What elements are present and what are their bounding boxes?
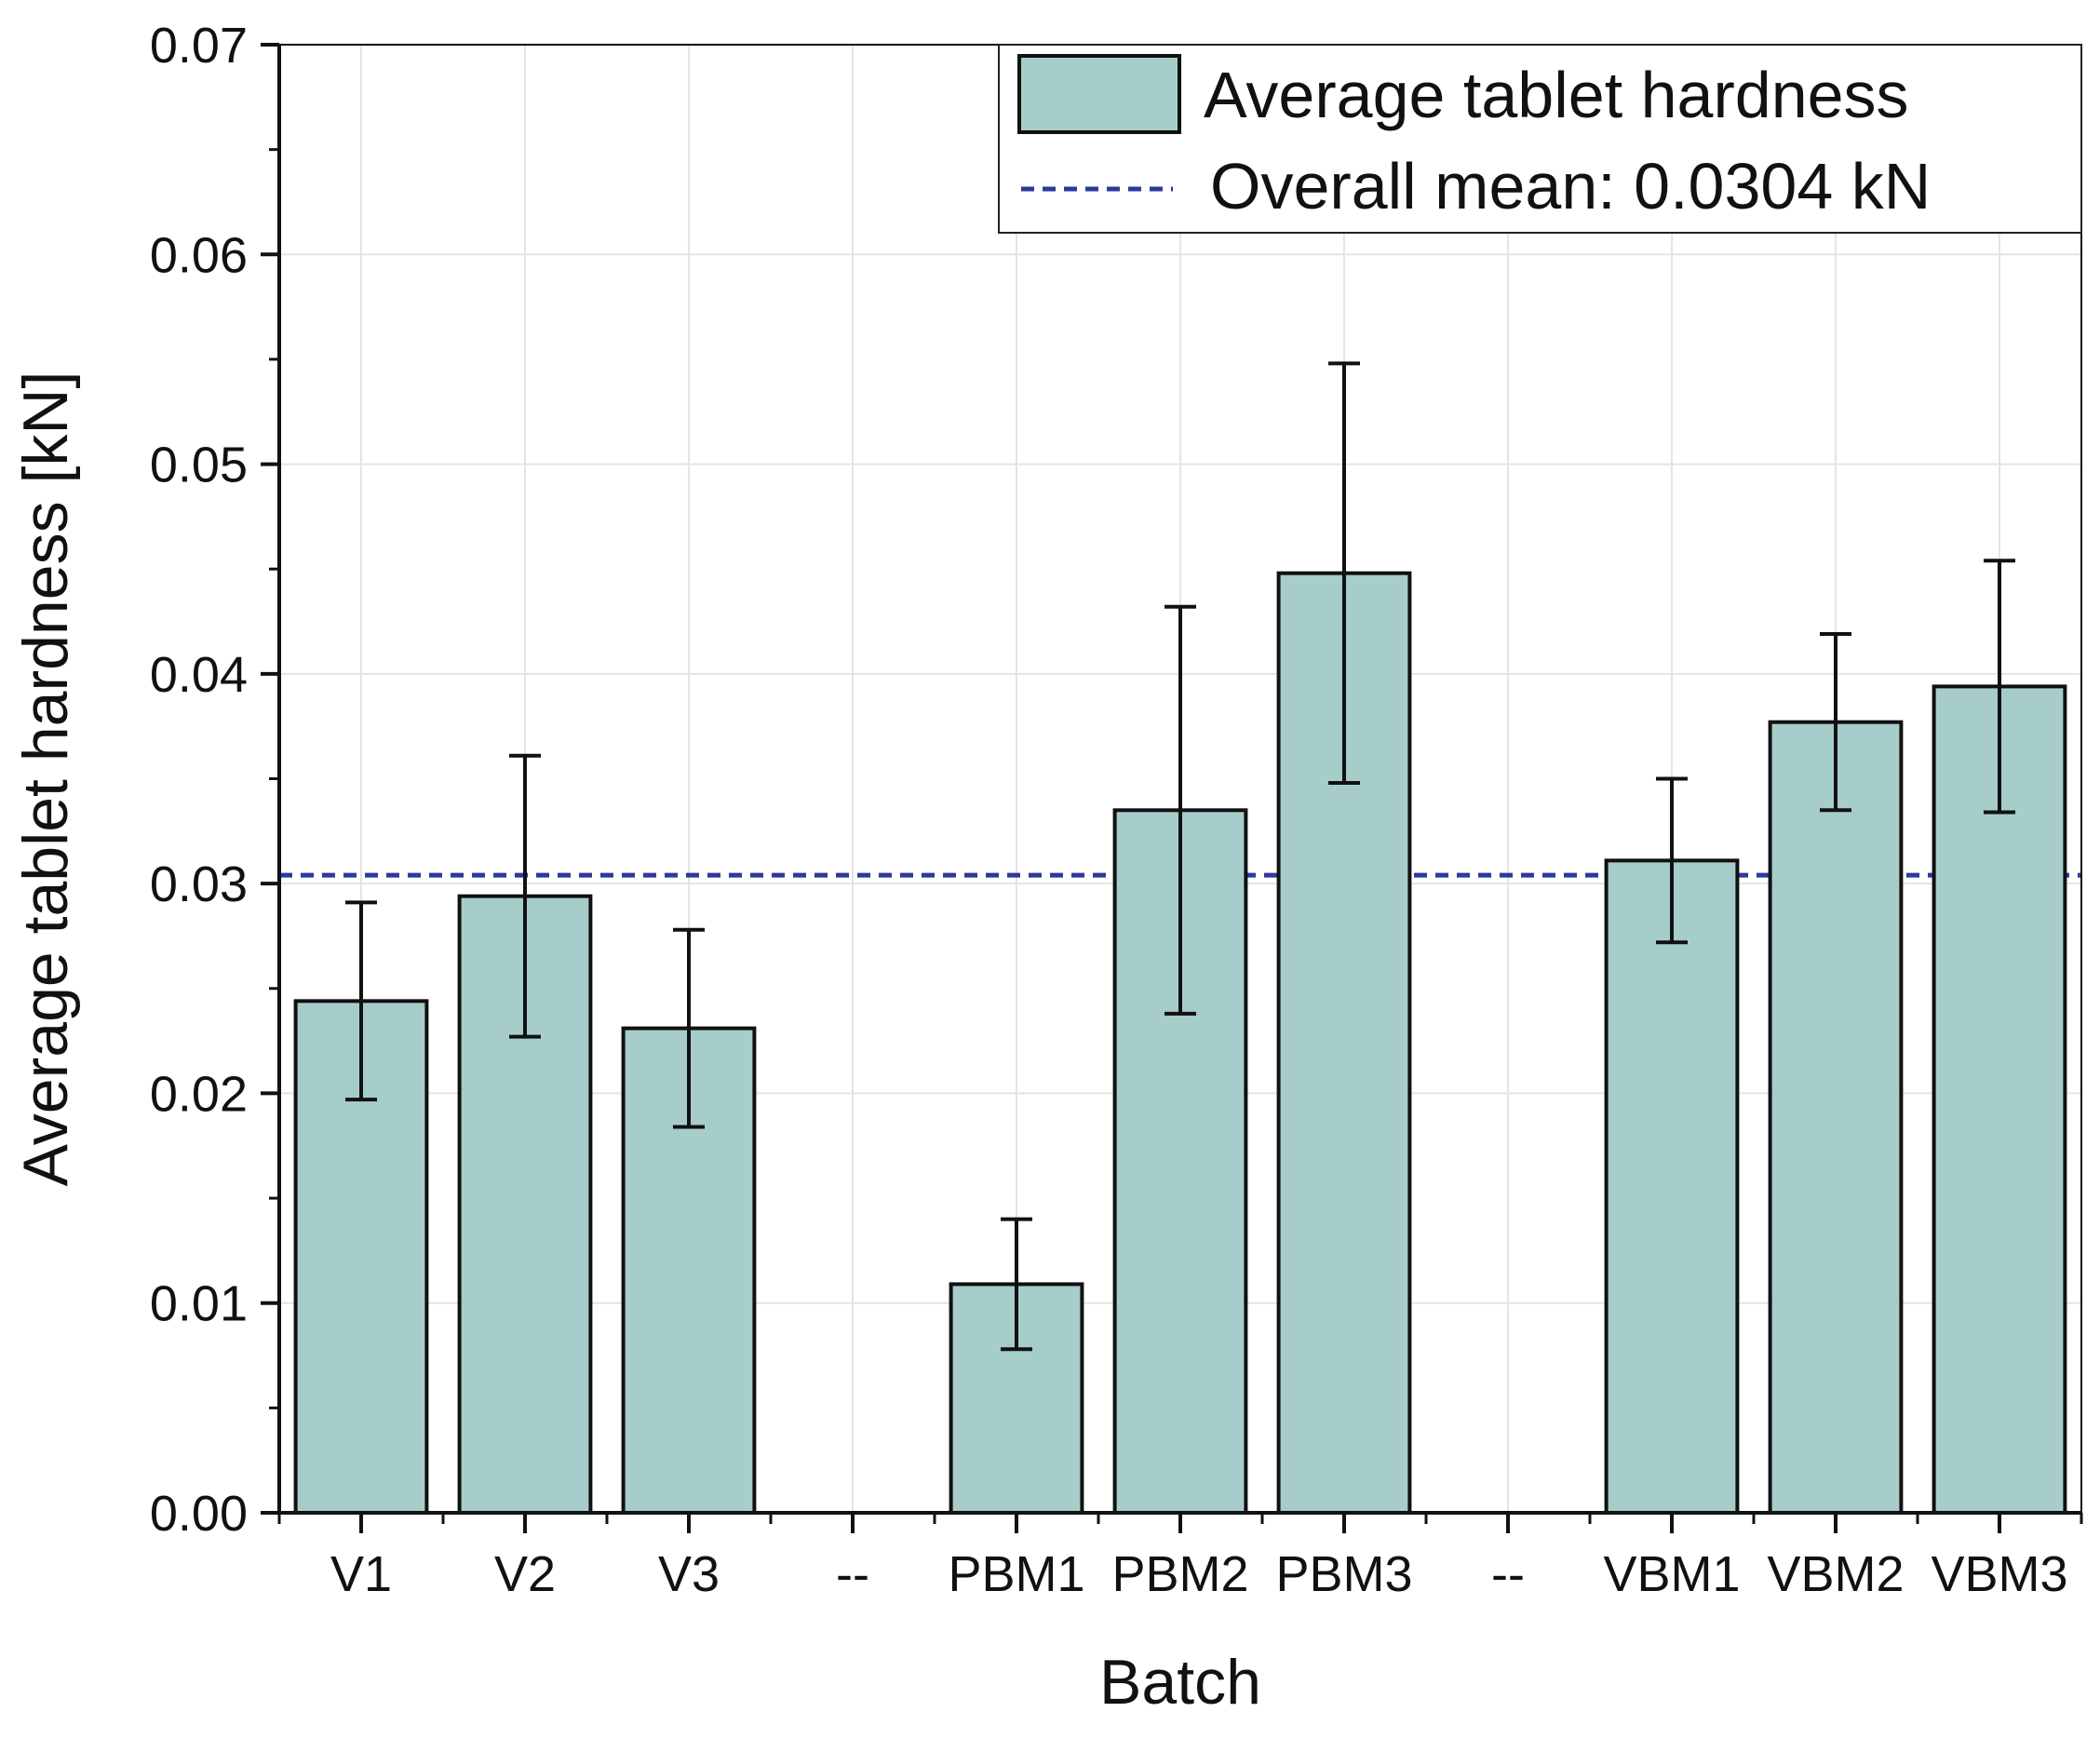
x-tick-label: PBM2 [1111, 1546, 1248, 1602]
legend-label-bar: Average tablet hardness [1204, 59, 1909, 131]
legend-swatch-bar [1017, 54, 1181, 134]
x-tick-label: VBM1 [1603, 1546, 1740, 1602]
y-tick-label: 0.02 [150, 1066, 248, 1122]
y-tick-label: 0.07 [150, 18, 248, 74]
legend-label-mean: Overall mean: 0.0304 kN [1210, 150, 1931, 222]
x-tick-label: V3 [658, 1546, 720, 1602]
legend: Average tablet hardness Overall mean: 0.… [998, 44, 2082, 234]
x-tick-label: PBM3 [1275, 1546, 1412, 1602]
y-tick-label: 0.01 [150, 1276, 248, 1332]
bar-vbm1 [1604, 858, 1740, 1515]
x-tick-label: V1 [330, 1546, 392, 1602]
y-tick-label: 0.04 [150, 647, 248, 703]
error-bars-layer [345, 361, 2015, 1352]
bar-vbm3 [1932, 684, 2067, 1515]
x-tick-label: VBM2 [1767, 1546, 1904, 1602]
x-tick-label: -- [1491, 1546, 1525, 1602]
x-tick-label: PBM1 [948, 1546, 1084, 1602]
y-axis-title: Average tablet hardness [kN] [10, 371, 81, 1187]
x-tick-label: VBM3 [1931, 1546, 2067, 1602]
y-tick-label: 0.00 [150, 1486, 248, 1542]
x-axis-title: Batch [1099, 1647, 1261, 1718]
y-tick-label: 0.06 [150, 227, 248, 283]
axes-layer: 0.00 0.01 0.02 0.03 0.04 0.05 0.06 0.07 V1 V2 V3 --… [150, 18, 2083, 1602]
bar-vbm2 [1768, 720, 1904, 1515]
y-tick-label: 0.03 [150, 856, 248, 912]
y-tick-label: 0.05 [150, 438, 248, 493]
x-tick-label: -- [836, 1546, 869, 1602]
x-tick-label: V2 [494, 1546, 556, 1602]
